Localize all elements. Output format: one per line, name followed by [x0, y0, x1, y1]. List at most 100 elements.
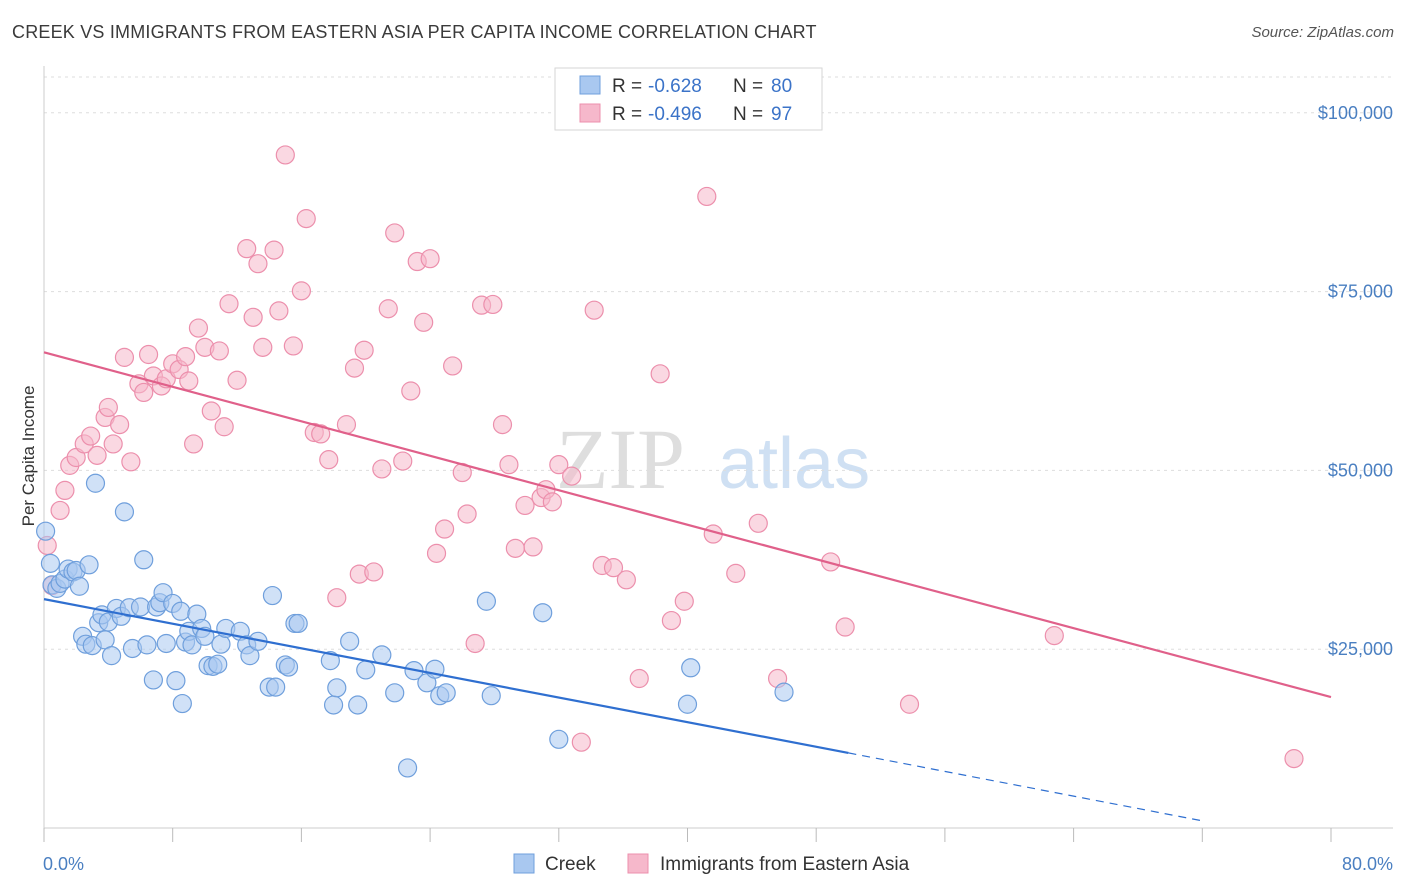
asia-point	[1044, 626, 1064, 646]
creek-point	[166, 671, 186, 691]
creek-point	[372, 645, 392, 665]
axes: $25,000 $50,000 $75,000 $100,000	[43, 66, 1393, 842]
asia-point	[584, 300, 604, 320]
asia-point	[457, 504, 477, 524]
asia-point	[515, 495, 535, 516]
asia-point	[296, 209, 316, 229]
asia-point	[98, 397, 118, 418]
asia-point	[899, 694, 920, 714]
creek-points	[36, 473, 794, 778]
creek-point	[288, 613, 308, 634]
creek-point	[40, 553, 61, 573]
legend-r-label-creek: R =	[612, 76, 642, 97]
asia-point	[121, 452, 141, 472]
creek-point	[348, 695, 368, 715]
creek-point	[397, 758, 418, 778]
legend-n-value-creek: 80	[771, 76, 792, 97]
gridlines	[44, 76, 1393, 650]
creek-point	[79, 555, 99, 575]
asia-point	[603, 558, 624, 578]
creek-point	[774, 682, 794, 702]
creek-point	[208, 654, 228, 674]
asia-point	[393, 451, 413, 471]
legend-bottom-label-creek: Creek	[545, 854, 596, 875]
asia-point	[372, 459, 392, 479]
asia-point	[385, 223, 405, 243]
legend-n-label-creek: N =	[733, 76, 763, 97]
y-axis-label: Per Capita Income	[19, 386, 38, 527]
asia-point	[661, 610, 682, 631]
legend-bottom-swatch-asia	[627, 853, 649, 874]
asia-point	[443, 356, 463, 376]
asia-point	[1284, 749, 1304, 769]
asia-point	[426, 543, 447, 563]
asia-point	[114, 347, 135, 367]
asia-trend-line	[43, 351, 1332, 699]
asia-point	[110, 415, 130, 435]
asia-point	[492, 415, 513, 435]
watermark-zip: ZIP	[556, 411, 685, 507]
creek-point	[323, 695, 344, 715]
creek-point	[69, 576, 89, 596]
asia-point	[674, 591, 694, 611]
asia-point	[237, 239, 257, 259]
asia-point	[523, 537, 543, 557]
creek-point	[320, 651, 340, 671]
creek-point	[137, 635, 157, 655]
asia-point	[505, 538, 525, 558]
asia-point	[283, 336, 303, 356]
legend-n-value-asia: 97	[771, 104, 792, 125]
asia-point	[253, 337, 273, 357]
creek-point	[549, 729, 569, 749]
asia-point	[227, 370, 247, 390]
y-tick-label: $75,000	[1328, 282, 1393, 302]
creek-point	[171, 601, 191, 621]
asia-point	[364, 562, 384, 582]
creek-point	[114, 502, 135, 522]
asia-point	[726, 563, 746, 583]
legend-r-value-creek: -0.628	[648, 76, 702, 97]
trend-lines	[43, 351, 1332, 822]
y-tick-label: $100,000	[1318, 103, 1393, 123]
asia-point	[179, 371, 199, 391]
asia-point	[248, 254, 268, 274]
legend-bottom: Creek Immigrants from Eastern Asia	[513, 853, 910, 875]
creek-point	[356, 660, 376, 680]
creek-point	[327, 678, 347, 698]
watermark-atlas: atlas	[718, 424, 870, 504]
asia-point	[434, 519, 455, 539]
asia-point	[201, 401, 221, 421]
creek-point	[143, 670, 163, 690]
asia-point	[175, 347, 196, 367]
creek-point	[340, 631, 360, 651]
asia-point	[835, 617, 855, 637]
creek-point	[481, 686, 501, 706]
asia-point	[214, 417, 234, 437]
asia-point	[264, 240, 284, 260]
legend-bottom-swatch-creek	[513, 853, 535, 874]
creek-point	[266, 677, 286, 697]
asia-point	[81, 426, 101, 446]
asia-point	[269, 301, 289, 321]
creek-trend-line	[43, 598, 849, 754]
asia-point	[483, 294, 503, 315]
legend-swatch-creek	[579, 75, 601, 95]
asia-point	[275, 145, 295, 165]
y-tick-label: $25,000	[1328, 639, 1393, 659]
asia-point	[311, 424, 331, 444]
asia-point	[414, 312, 434, 332]
creek-point	[134, 550, 154, 570]
asia-point	[401, 381, 421, 401]
legend-top: R = -0.628 N = 80 R = -0.496 N = 97	[554, 67, 823, 131]
asia-point	[319, 450, 339, 470]
asia-point	[209, 341, 229, 361]
creek-point	[385, 683, 405, 703]
asia-point	[87, 445, 107, 465]
asia-point	[354, 340, 374, 360]
creek-point	[172, 693, 192, 714]
asia-point	[549, 455, 569, 475]
asia-point	[138, 344, 159, 365]
asia-point	[184, 434, 204, 454]
asia-point	[188, 318, 209, 338]
